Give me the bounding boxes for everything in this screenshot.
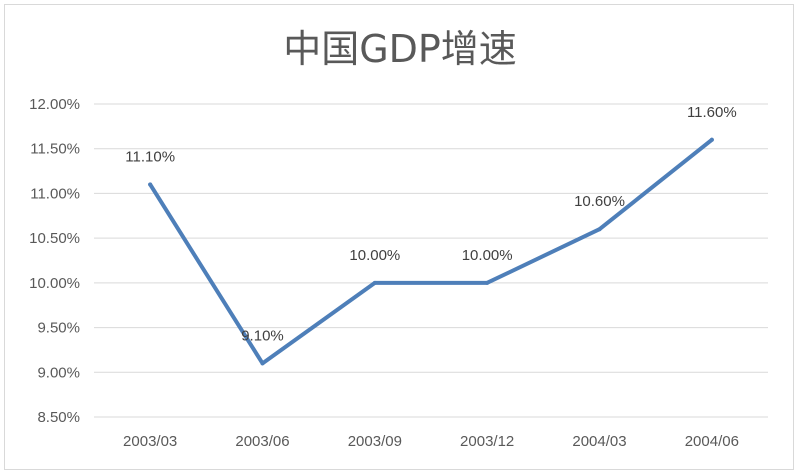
x-tick-label: 2003/03 (123, 433, 177, 450)
y-tick-label: 9.00% (37, 364, 80, 381)
data-label: 10.00% (349, 247, 400, 264)
x-tick-label: 2004/06 (685, 433, 739, 450)
data-point (148, 182, 153, 187)
x-tick-label: 2003/09 (348, 433, 402, 450)
y-tick-label: 10.50% (29, 230, 80, 247)
chart-title: 中国GDP增速 (283, 27, 517, 71)
data-point (597, 227, 602, 232)
chart-frame (4, 4, 794, 470)
data-label: 10.60% (574, 193, 625, 210)
data-label: 9.10% (241, 327, 284, 344)
data-point (709, 137, 714, 142)
y-tick-label: 12.00% (29, 96, 80, 113)
series-line (148, 137, 714, 366)
y-tick-label: 11.00% (30, 185, 80, 202)
x-tick-label: 2004/03 (572, 433, 626, 450)
y-tick-label: 11.50% (30, 141, 80, 158)
data-label: 11.60% (687, 104, 737, 121)
y-tick-label: 9.50% (37, 320, 80, 337)
data-point (260, 361, 265, 366)
y-tick-label: 10.00% (29, 275, 80, 292)
x-tick-label: 2003/12 (460, 433, 514, 450)
y-tick-label: 8.50% (37, 409, 80, 426)
data-label: 11.10% (125, 148, 175, 165)
data-label: 10.00% (462, 247, 513, 264)
data-point (372, 280, 377, 285)
x-tick-label: 2003/06 (235, 433, 289, 450)
data-point (485, 280, 490, 285)
